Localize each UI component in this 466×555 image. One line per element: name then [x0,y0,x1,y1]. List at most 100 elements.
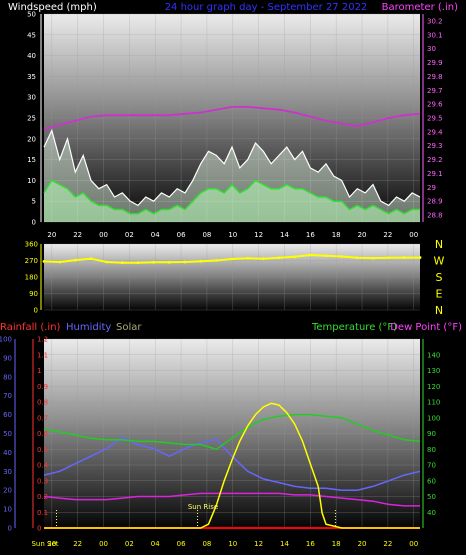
direction-plot-grid [44,243,420,311]
dewpoint-line [43,492,420,507]
temperature-x-tick-label: 08 [202,540,211,548]
barometer-y-tick-label: 29 [427,184,436,192]
wind-direction-point [230,257,234,261]
temperature-x-tick-label: 20 [358,540,367,548]
wind-y-tick-label: 40 [27,52,36,60]
wind-y-tick-label: 25 [27,115,36,123]
wind-y-tick-label: 20 [27,135,36,143]
temperature-x-tick-label: 20 [47,540,56,548]
wind-avg-line [43,179,420,215]
barometer-y-tick-label: 30.1 [427,31,443,39]
humidity-y-ticks: 0 10 20 30 40 50 60 70 80 90 100 [0,336,12,533]
rainfall-y-tick-label: 1 [37,367,41,375]
humidity-y-tick-label: 50 [3,430,12,438]
humidity-y-tick-label: 80 [3,373,12,381]
wind-x-tick-label: 22 [73,231,82,239]
barometer-axis-title: Barometer (.in) [382,2,458,13]
wind-y-tick-label: 5 [32,198,36,206]
temperature-x-tick-label: 00 [409,540,418,548]
wind-direction-point [293,255,297,259]
direction-y-tick-label: 0 [34,307,38,315]
barometer-y-tick-label: 29.1 [427,170,443,178]
rainfall-y-tick-label: 0.3 [37,477,48,485]
wind-x-ticks: 20 22 00 02 04 06 08 10 12 14 16 18 20 22 00 [47,231,418,239]
wind-gust-line [43,128,421,207]
temperature-y-tick-label: 140 [427,351,440,359]
wind-y-tick-label: 35 [27,73,36,81]
wind-direction-point [261,257,265,261]
humidity-y-tick-label: 30 [3,468,12,476]
temperature-x-tick-label: 14 [280,540,289,548]
direction-y-tick-label: 90 [29,290,38,298]
temperature-y-tick-label: 120 [427,383,440,391]
barometer-y-tick-label: 29.4 [427,128,443,136]
rainfall-y-tick-label: 0.1 [37,509,48,517]
wind-x-tick-label: 06 [177,231,186,239]
temperature-axis-title: Temperature (°F) [311,322,397,333]
direction-y-tick-label: 180 [25,274,38,282]
wind-x-tick-label: 20 [358,231,367,239]
compass-label: W [434,255,445,268]
wind-x-tick-label: 00 [409,231,418,239]
wind-x-tick-label: 08 [202,231,211,239]
wind-y-ticks: 0 5 10 15 20 25 30 35 40 45 50 [27,11,36,227]
temperature-x-tick-label: 04 [151,540,160,548]
dewpoint-axis-title: Dew Point (°F) [390,322,462,333]
temperature-x-tick-label: Sun Set [31,540,58,548]
barometer-y-tick-label: 29.5 [427,115,443,123]
humidity-line [43,436,421,491]
wind-direction-point [246,256,250,260]
solar-axis-title: Solar [116,322,142,333]
direction-y-tick-label: 360 [25,241,38,249]
temperature-y-tick-label: 70 [427,462,436,470]
wind-direction-point [418,256,422,259]
wind-y-tick-label: 10 [27,177,36,185]
wind-y-tick-label: 45 [27,31,36,39]
wind-y-tick-label: 30 [27,94,36,102]
wind-direction-point [402,256,406,259]
wind-direction-point [42,260,46,263]
solar-line [44,402,420,529]
temperature-x-tick-label: 22 [73,540,82,548]
wind-direction-point [324,254,328,258]
wind-direction-point [387,256,391,260]
barometer-y-tick-label: 29.7 [427,87,443,95]
wind-direction-point [371,256,375,260]
wind-direction-point [136,261,140,265]
temperature-y-ticks: 40 50 60 70 80 90 100 110 120 130 140 [427,351,440,517]
rainfall-y-tick-label: 1.2 [37,336,48,344]
wind-x-tick-label: 16 [306,231,315,239]
temperature-y-tick-label: 40 [427,509,436,517]
rainfall-axis-title: Rainfall (.in) [0,322,61,333]
wind-axis-title: Windspeed (mph) [8,2,97,13]
wind-x-tick-label: 00 [99,231,108,239]
wind-x-tick-label: 20 [47,231,56,239]
rainfall-y-tick-label: 1.1 [37,351,48,359]
wind-direction-point [152,260,156,264]
wind-direction-point [308,253,312,257]
compass-label: S [436,271,443,284]
rainfall-y-tick-label: 0.5 [37,446,48,454]
barometer-y-tick-label: 30 [427,45,436,53]
temperature-y-tick-label: 50 [427,493,436,501]
temperature-y-tick-label: 100 [427,414,440,422]
direction-series-layer [42,253,422,265]
wind-y-tick-label: 50 [27,11,36,19]
temperature-x-tick-label: 18 [332,540,341,548]
wind-x-tick-label: 10 [228,231,237,239]
wind-x-tick-label: 02 [125,231,134,239]
rainfall-y-tick-label: 0.8 [37,399,48,407]
wind-series-layer [43,106,421,222]
wind-x-tick-label: 12 [254,231,263,239]
temperature-plot-grid [44,338,420,529]
humidity-y-tick-label: 90 [3,354,12,362]
temperature-x-tick-label: 10 [228,540,237,548]
barometer-y-tick-label: 29.6 [427,101,443,109]
graph-title: 24 hour graph day - September 27 2022 [165,2,368,13]
wind-direction-point [340,255,344,258]
temperature-y-tick-label: 60 [427,477,436,485]
humidity-axis-title: Humidity [66,322,111,333]
direction-y-tick-label: 270 [25,257,38,265]
humidity-y-tick-label: 10 [3,506,12,514]
